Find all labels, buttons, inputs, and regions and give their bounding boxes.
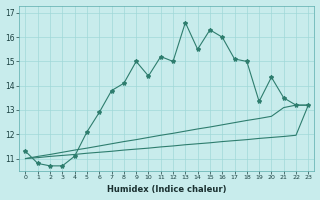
X-axis label: Humidex (Indice chaleur): Humidex (Indice chaleur) bbox=[107, 185, 227, 194]
